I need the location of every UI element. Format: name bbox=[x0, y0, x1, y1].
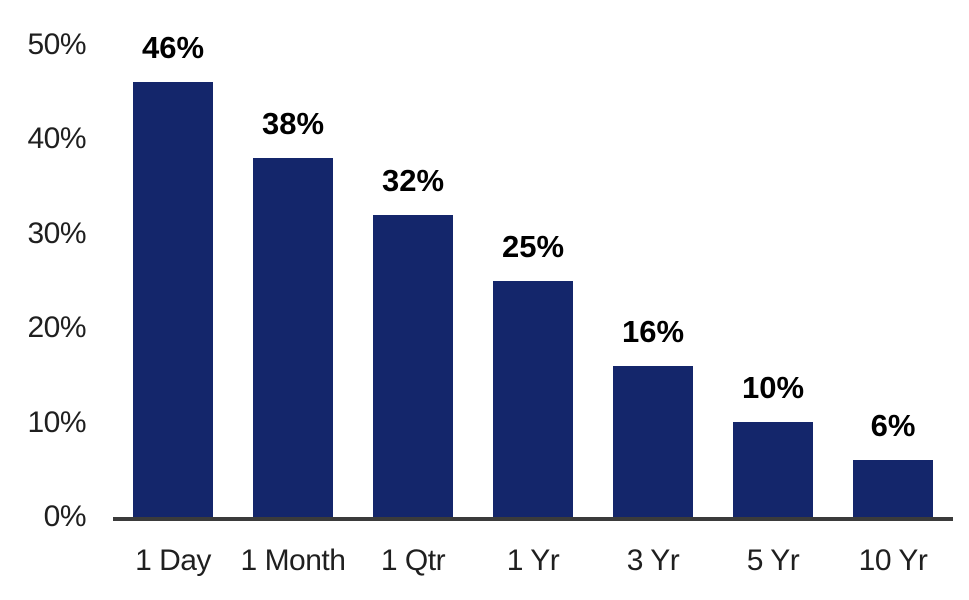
bar-value-label: 38% bbox=[261, 106, 325, 141]
bar bbox=[133, 82, 213, 517]
x-tick-label: 3 Yr bbox=[626, 544, 680, 577]
y-tick-label: 50% bbox=[27, 27, 86, 61]
bar bbox=[493, 281, 573, 517]
bar bbox=[253, 158, 333, 517]
x-tick-label: 5 Yr bbox=[746, 544, 800, 577]
bar bbox=[853, 460, 933, 517]
y-tick-label: 10% bbox=[27, 405, 86, 439]
y-tick-label: 40% bbox=[27, 122, 86, 155]
x-tick-label: 1 Month bbox=[240, 544, 346, 577]
x-axis-line bbox=[113, 517, 953, 521]
x-tick-label: 1 Yr bbox=[506, 544, 560, 577]
bar-value-label: 32% bbox=[381, 163, 445, 198]
bar-value-label: 6% bbox=[870, 408, 916, 443]
x-tick-label: 10 Yr bbox=[858, 544, 928, 577]
x-tick-label: 1 Qtr bbox=[380, 544, 446, 577]
bar bbox=[733, 422, 813, 517]
bar-value-label: 25% bbox=[501, 229, 565, 264]
bar-value-label: 46% bbox=[141, 30, 205, 65]
y-tick-label: 30% bbox=[27, 216, 86, 250]
bar bbox=[373, 215, 453, 517]
bar bbox=[613, 366, 693, 517]
x-tick-label: 1 Day bbox=[135, 544, 211, 577]
bar-value-label: 16% bbox=[621, 314, 685, 349]
y-tick-label: 0% bbox=[43, 500, 87, 533]
y-tick-label: 20% bbox=[27, 311, 86, 344]
bar-value-label: 10% bbox=[741, 370, 805, 405]
